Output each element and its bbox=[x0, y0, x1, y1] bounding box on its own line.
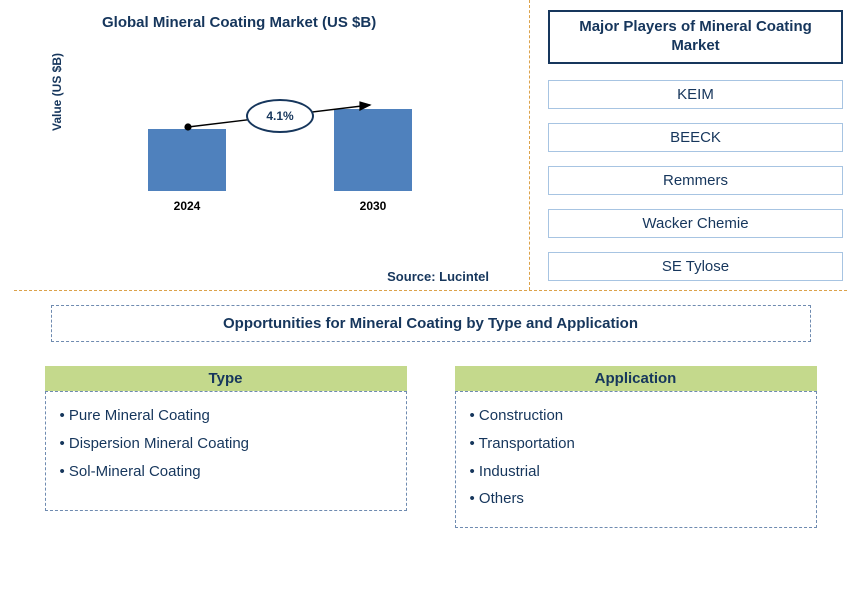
players-panel: Major Players of Mineral Coating Market … bbox=[530, 0, 861, 290]
source-label: Source: Lucintel bbox=[387, 269, 489, 284]
cagr-value: 4.1% bbox=[266, 109, 293, 123]
infographic-root: Global Mineral Coating Market (US $B) Va… bbox=[0, 0, 861, 593]
application-list: Construction Transportation Industrial O… bbox=[455, 391, 817, 528]
list-item: Others bbox=[470, 485, 802, 513]
application-header: Application bbox=[455, 366, 817, 391]
player-item: Remmers bbox=[548, 166, 843, 195]
list-item: Sol-Mineral Coating bbox=[60, 458, 392, 486]
list-item: Construction bbox=[470, 402, 802, 430]
list-item: Industrial bbox=[470, 458, 802, 486]
application-column: Application Construction Transportation … bbox=[455, 366, 817, 528]
opportunities-title: Opportunities for Mineral Coating by Typ… bbox=[51, 305, 811, 342]
type-header: Type bbox=[45, 366, 407, 391]
players-title: Major Players of Mineral Coating Market bbox=[548, 10, 843, 64]
chart-title: Global Mineral Coating Market (US $B) bbox=[102, 14, 509, 31]
list-item: Pure Mineral Coating bbox=[60, 402, 392, 430]
top-section: Global Mineral Coating Market (US $B) Va… bbox=[0, 0, 861, 290]
list-item: Transportation bbox=[470, 430, 802, 458]
type-list: Pure Mineral Coating Dispersion Mineral … bbox=[45, 391, 407, 511]
player-item: BEECK bbox=[548, 123, 843, 152]
player-item: KEIM bbox=[548, 80, 843, 109]
growth-arrow-icon bbox=[60, 61, 480, 221]
player-item: SE Tylose bbox=[548, 252, 843, 281]
cagr-label: 4.1% bbox=[246, 99, 314, 133]
player-item: Wacker Chemie bbox=[548, 209, 843, 238]
opportunities-section: Opportunities for Mineral Coating by Typ… bbox=[0, 291, 861, 528]
chart-panel: Global Mineral Coating Market (US $B) Va… bbox=[0, 0, 530, 290]
bar-chart: Value (US $B) 2024 2030 4.1% bbox=[60, 61, 480, 221]
list-item: Dispersion Mineral Coating bbox=[60, 430, 392, 458]
opportunities-columns: Type Pure Mineral Coating Dispersion Min… bbox=[30, 366, 831, 528]
type-column: Type Pure Mineral Coating Dispersion Min… bbox=[45, 366, 407, 528]
